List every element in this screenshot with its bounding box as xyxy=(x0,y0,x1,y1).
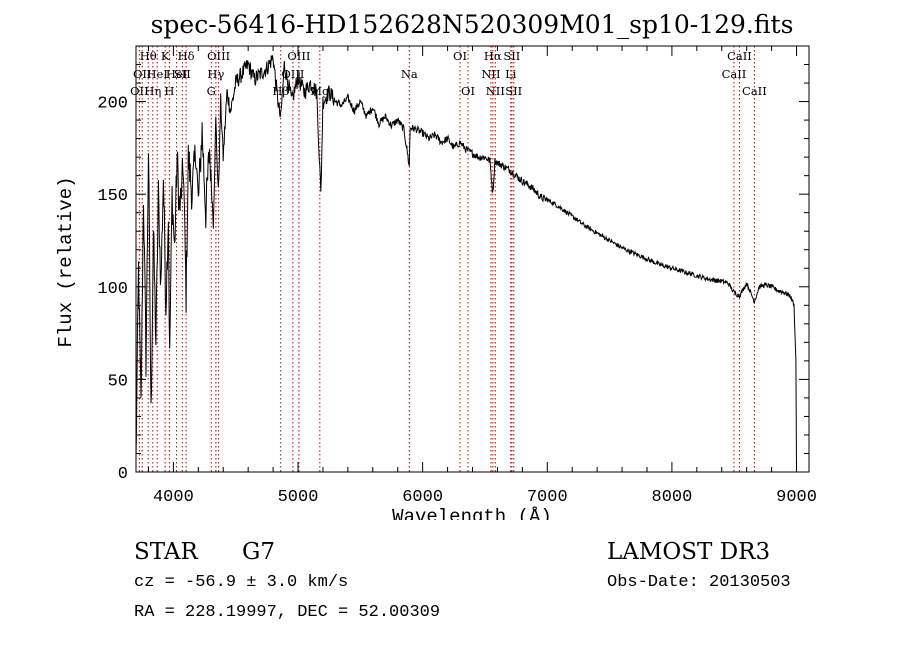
line-marker-label: OII xyxy=(133,67,152,81)
x-axis-label: Wavelength (Å) xyxy=(392,506,552,520)
line-marker-label: OIII xyxy=(207,49,230,63)
plot-frame xyxy=(135,45,810,473)
survey-name: LAMOST DR3 xyxy=(607,539,771,565)
y-tick-label: 50 xyxy=(108,372,128,391)
line-marker-label: Na xyxy=(401,67,418,81)
line-marker-label: SII xyxy=(174,67,191,81)
x-axis: 4000 5000 6000 7000 8000 9000 xyxy=(147,46,817,507)
observation-date: Obs-Date: 20130503 xyxy=(607,573,791,592)
line-marker-label: NII xyxy=(486,84,505,98)
line-marker-label: Hα xyxy=(484,49,502,63)
line-marker-labels: OIIOIIHθHηHeIKHHeISIIHδGHγOIIIHβOIIIOIII… xyxy=(130,49,767,98)
y-axis: 0 50 100 150 200 xyxy=(97,64,809,484)
line-marker-label: CaII xyxy=(727,49,752,63)
x-tick-label: 5000 xyxy=(278,488,319,507)
object-class: STAR xyxy=(134,539,198,565)
line-marker-label: OII xyxy=(130,84,149,98)
line-marker-label: Hθ xyxy=(140,49,157,63)
line-marker-label: Hη xyxy=(144,84,161,98)
y-axis-label: Flux (relative) xyxy=(55,176,77,347)
line-marker-label: HeI xyxy=(146,67,167,81)
line-marker-label: K xyxy=(161,49,170,63)
y-tick-label: 0 xyxy=(118,465,128,484)
line-marker-label: CaII xyxy=(722,67,747,81)
redshift-readout: cz = -56.9 ± 3.0 km/s xyxy=(134,573,349,592)
line-marker-label: CaII xyxy=(742,84,767,98)
line-marker-label: SII xyxy=(503,49,520,63)
spectrum-line xyxy=(135,54,797,473)
x-tick-label: 9000 xyxy=(776,488,817,507)
y-tick-label: 200 xyxy=(97,95,128,114)
x-tick-label: 7000 xyxy=(527,488,568,507)
line-marker-label: SII xyxy=(505,84,522,98)
line-marker-label: Hβ xyxy=(272,84,289,98)
line-marker-label: G xyxy=(207,84,216,98)
line-marker-label: HeI xyxy=(166,67,187,81)
y-tick-label: 150 xyxy=(97,187,128,206)
x-tick-label: 8000 xyxy=(652,488,693,507)
y-tick-label: 100 xyxy=(97,280,128,299)
line-marker-label: NII xyxy=(481,67,500,81)
object-subclass: G7 xyxy=(242,539,276,565)
line-marker-label: OI xyxy=(461,84,475,98)
line-marker-label: Hγ xyxy=(207,67,224,81)
line-marker-label: Hδ xyxy=(178,49,195,63)
coordinates-readout: RA = 228.19997, DEC = 52.00309 xyxy=(134,603,441,622)
chart-title: spec-56416-HD152628N520309M01_sp10-129.f… xyxy=(151,10,794,39)
spectrum-plot: spec-56416-HD152628N520309M01_sp10-129.f… xyxy=(55,10,817,520)
line-marker-label: Li xyxy=(505,67,517,81)
x-tick-label: 4000 xyxy=(153,488,194,507)
x-tick-label: 6000 xyxy=(402,488,443,507)
line-marker-label: H xyxy=(164,84,174,98)
line-marker-label: OI xyxy=(453,49,467,63)
line-marker-label: OIII xyxy=(287,49,310,63)
